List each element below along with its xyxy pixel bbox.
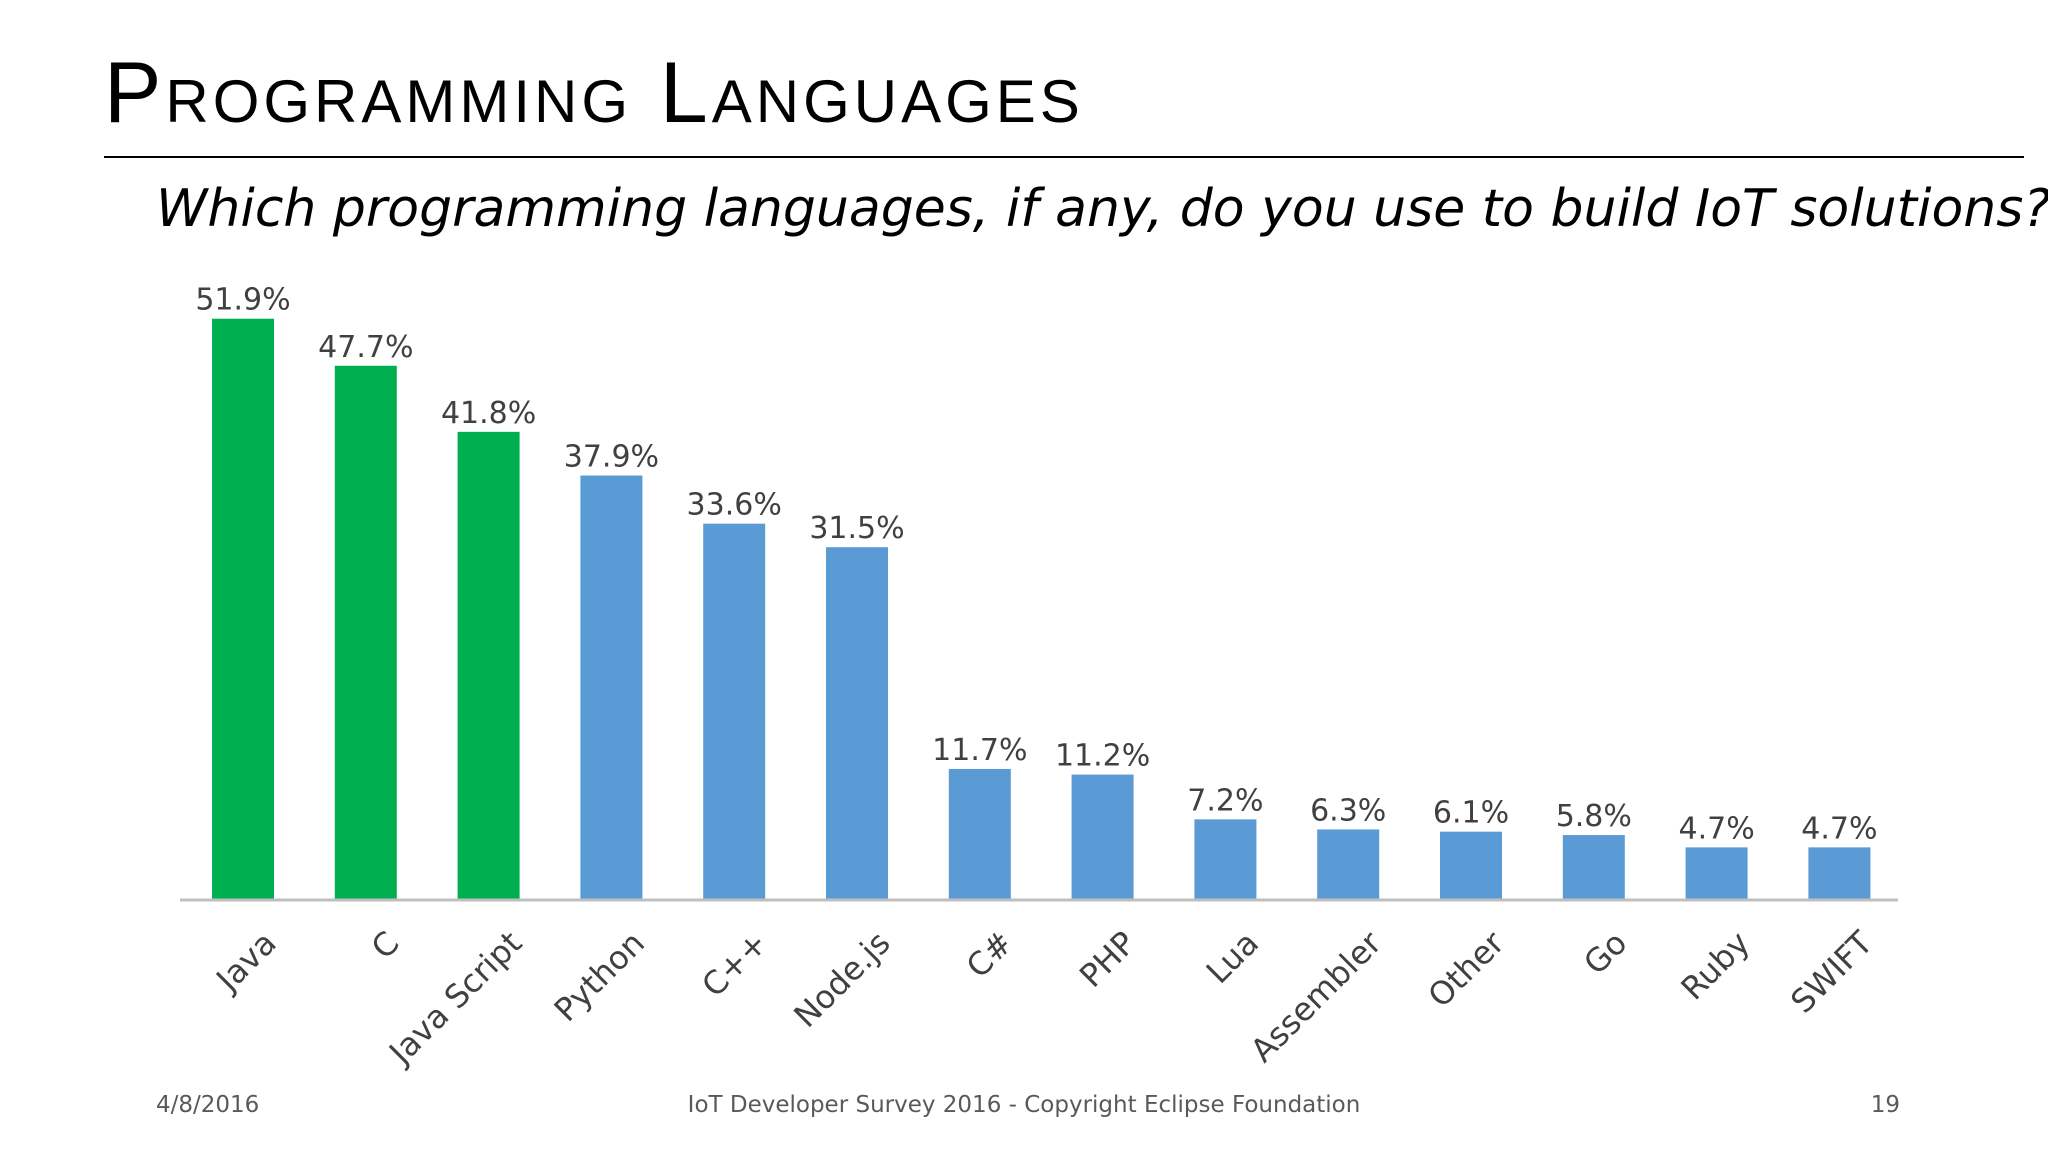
value-label-python: 37.9% [564, 440, 659, 475]
value-label-ruby: 4.7% [1678, 811, 1754, 846]
bar-java-script [457, 431, 520, 900]
bar-lua [1194, 819, 1257, 900]
value-label-c: 47.7% [318, 330, 413, 365]
slide-title: Programming Languages [104, 45, 1084, 141]
value-label-java: 51.9% [195, 283, 290, 318]
page-number: 19 [1870, 1092, 1900, 1118]
value-label-swift: 4.7% [1801, 811, 1877, 846]
category-label-lua: Lua [1199, 924, 1266, 991]
bar-c [703, 523, 766, 900]
survey-question: Which programming languages, if any, do … [156, 179, 2048, 239]
category-label-other: Other [1421, 923, 1513, 1015]
category-label-java: Java [208, 924, 284, 1000]
value-label-go: 5.8% [1556, 799, 1632, 834]
category-label-node-js: Node.js [786, 924, 897, 1035]
value-label-c: 11.7% [932, 733, 1027, 768]
bar-c [948, 768, 1011, 900]
bar-other [1440, 831, 1502, 900]
value-label-other: 6.1% [1433, 796, 1509, 831]
value-label-java-script: 41.8% [441, 396, 536, 431]
value-labels-group: 51.9% 47.7% 41.8% 37.9% 33.6% 31.5% 11.7% 11.2%… [195, 283, 1877, 847]
category-label-c: C# [959, 924, 1021, 986]
footer-date: 4/8/2016 [156, 1092, 260, 1118]
bar-java [212, 318, 274, 901]
value-label-php: 11.2% [1055, 739, 1150, 774]
category-label-swift: SWIFT [1783, 923, 1880, 1020]
value-label-lua: 7.2% [1187, 783, 1263, 818]
category-label-python: Python [547, 924, 652, 1029]
bar-chart: 51.9% 47.7% 41.8% 37.9% 33.6% 31.5% 11.7% 11.2%… [180, 283, 1898, 1073]
bar-swift [1808, 847, 1871, 900]
value-label-assembler: 6.3% [1310, 793, 1386, 828]
title-divider [104, 156, 2024, 158]
category-label-c: C [364, 924, 407, 967]
category-label-java-script: Java Script [380, 924, 529, 1073]
category-label-php: PHP [1072, 924, 1143, 995]
value-label-c: 33.6% [687, 488, 782, 523]
bar-c [334, 365, 397, 900]
bar-go [1562, 835, 1625, 900]
category-label-c: C++ [694, 924, 775, 1005]
bar-php [1071, 774, 1134, 900]
bar-ruby [1685, 847, 1748, 900]
bars-group [212, 318, 1871, 901]
bar-python [580, 475, 643, 900]
category-label-go: Go [1576, 924, 1634, 982]
bar-assembler [1317, 829, 1380, 900]
category-label-assembler: Assembler [1243, 923, 1389, 1069]
value-label-node-js: 31.5% [809, 511, 904, 546]
bar-node-js [826, 547, 888, 900]
footer-copyright: IoT Developer Survey 2016 - Copyright Ec… [687, 1092, 1361, 1118]
category-label-ruby: Ruby [1674, 924, 1758, 1008]
